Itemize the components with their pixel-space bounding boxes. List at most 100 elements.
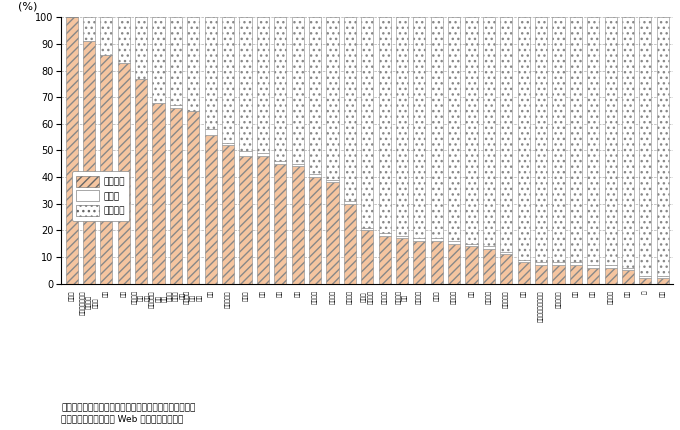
Bar	[118, 17, 130, 62]
Text: 資料：中国国家統計局 Web サイトから作成。: 資料：中国国家統計局 Web サイトから作成。	[61, 415, 184, 424]
Bar	[483, 249, 495, 284]
Bar	[187, 17, 199, 111]
Bar	[535, 17, 547, 262]
Bar	[152, 17, 165, 102]
Bar	[605, 17, 617, 265]
Bar	[657, 279, 669, 284]
Bar	[379, 236, 391, 284]
Bar	[552, 262, 564, 265]
Bar	[622, 270, 634, 284]
Bar	[396, 17, 408, 236]
Bar	[257, 156, 269, 284]
Bar	[65, 17, 78, 284]
Bar	[430, 241, 443, 284]
Bar	[657, 17, 669, 276]
Bar	[239, 156, 252, 284]
Bar	[448, 17, 460, 241]
Bar	[639, 17, 651, 276]
Text: 備考：調査対象は年間売上高２０００万元以上の企業。: 備考：調査対象は年間売上高２０００万元以上の企業。	[61, 404, 196, 413]
Bar	[135, 17, 148, 79]
Bar	[309, 17, 321, 175]
Bar	[152, 102, 165, 284]
Bar	[309, 177, 321, 284]
Bar	[517, 260, 530, 262]
Bar	[83, 41, 95, 284]
Bar	[361, 17, 373, 228]
Bar	[587, 265, 599, 268]
Bar	[257, 153, 269, 156]
Bar	[413, 17, 426, 239]
Bar	[257, 17, 269, 153]
Bar	[292, 17, 304, 164]
Bar	[239, 17, 252, 150]
Bar	[187, 111, 199, 284]
Bar	[101, 55, 112, 284]
Bar	[343, 17, 356, 201]
Bar	[309, 175, 321, 177]
Bar	[639, 279, 651, 284]
Bar	[274, 17, 286, 161]
Bar	[379, 233, 391, 236]
Bar	[430, 17, 443, 239]
Bar	[222, 145, 234, 284]
Bar	[622, 17, 634, 268]
Bar	[605, 265, 617, 268]
Bar	[292, 166, 304, 284]
Bar	[535, 262, 547, 265]
Bar	[239, 150, 252, 156]
Bar	[205, 17, 217, 129]
Bar	[222, 142, 234, 145]
Bar	[500, 255, 512, 284]
Bar	[292, 164, 304, 166]
Bar	[274, 164, 286, 284]
Bar	[500, 17, 512, 252]
Bar	[413, 241, 426, 284]
Bar	[430, 239, 443, 241]
Bar	[657, 276, 669, 279]
Bar	[483, 17, 495, 246]
Bar	[222, 17, 234, 142]
Bar	[170, 105, 182, 108]
Bar	[205, 135, 217, 284]
Bar	[170, 17, 182, 105]
Bar	[101, 17, 112, 55]
Legend: 国有企業, その他, 民営企業: 国有企業, その他, 民営企業	[72, 171, 129, 221]
Bar	[396, 236, 408, 239]
Bar	[343, 201, 356, 204]
Bar	[587, 268, 599, 284]
Bar	[448, 244, 460, 284]
Bar	[343, 204, 356, 284]
Bar	[622, 268, 634, 270]
Bar	[517, 17, 530, 260]
Text: (%): (%)	[18, 2, 37, 12]
Bar	[465, 17, 477, 244]
Bar	[205, 129, 217, 135]
Bar	[535, 265, 547, 284]
Bar	[326, 182, 339, 284]
Bar	[570, 17, 582, 262]
Bar	[570, 265, 582, 284]
Bar	[170, 108, 182, 284]
Bar	[605, 268, 617, 284]
Bar	[448, 241, 460, 244]
Bar	[465, 244, 477, 246]
Bar	[326, 180, 339, 182]
Bar	[552, 17, 564, 262]
Bar	[570, 262, 582, 265]
Bar	[83, 17, 95, 41]
Bar	[413, 239, 426, 241]
Bar	[587, 17, 599, 265]
Bar	[118, 62, 130, 284]
Bar	[465, 246, 477, 284]
Bar	[483, 246, 495, 249]
Bar	[361, 228, 373, 230]
Bar	[326, 17, 339, 180]
Bar	[517, 262, 530, 284]
Bar	[639, 276, 651, 279]
Bar	[396, 239, 408, 284]
Bar	[274, 161, 286, 164]
Bar	[135, 79, 148, 284]
Bar	[500, 252, 512, 255]
Bar	[361, 230, 373, 284]
Bar	[379, 17, 391, 233]
